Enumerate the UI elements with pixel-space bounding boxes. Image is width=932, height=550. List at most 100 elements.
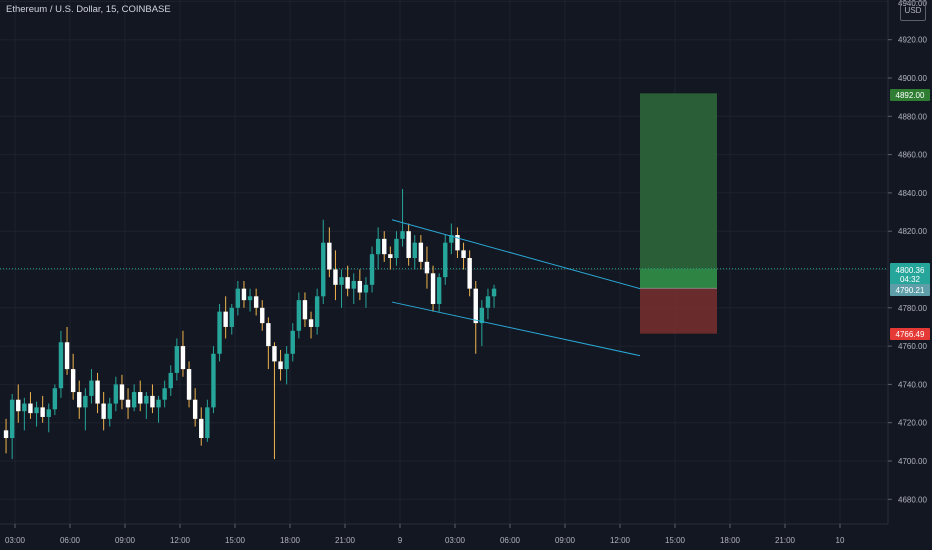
candle [479, 300, 485, 347]
time-tick-label: 06:00 [500, 536, 521, 545]
candle [241, 280, 247, 308]
candle [77, 380, 82, 419]
candle [52, 384, 58, 416]
candle-body [217, 311, 222, 354]
candle [40, 395, 45, 423]
candle-body [345, 277, 350, 289]
channel-upper-line[interactable] [391, 219, 641, 290]
candle-body [333, 269, 338, 285]
candle [125, 388, 131, 419]
candle [357, 269, 363, 301]
time-tick-label: 03:00 [5, 536, 26, 545]
candle [473, 280, 478, 354]
candle [247, 288, 253, 312]
candle [211, 346, 216, 414]
candle [321, 219, 326, 304]
candle-body [58, 342, 64, 389]
stop-price-tag: 4766.49 [890, 328, 930, 340]
target-price-tag: 4892.00 [890, 89, 930, 101]
candlestick-series [3, 189, 497, 460]
candle-body [3, 430, 9, 439]
candle [467, 250, 472, 297]
channel-drawing[interactable] [391, 219, 641, 357]
candle-body [168, 372, 173, 389]
candle-body [406, 231, 411, 259]
channel-lower-line[interactable] [391, 301, 641, 357]
candle [351, 273, 356, 304]
target-zone[interactable] [640, 93, 717, 289]
current-price-label: 4800.36 [896, 266, 925, 275]
candle-body [22, 403, 27, 412]
candle-body [321, 242, 326, 297]
candle [229, 303, 234, 335]
candle [406, 223, 411, 266]
candle [449, 223, 454, 255]
time-tick-label: 09:00 [555, 536, 576, 545]
candle-body [186, 369, 192, 400]
candle-body [144, 395, 149, 404]
candle-body [162, 388, 167, 400]
candle-body [290, 330, 295, 354]
candle-body [485, 296, 491, 308]
candle-body [467, 258, 472, 289]
candle-body [382, 238, 387, 255]
current-price-tag: 4800.36 04:32 [890, 263, 930, 285]
candle [339, 269, 344, 308]
candle [461, 242, 466, 270]
candle [436, 273, 442, 312]
candle [70, 353, 76, 400]
candle-body [400, 231, 405, 239]
candle-body [229, 307, 234, 327]
symbol-title[interactable]: Ethereum / U.S. Dollar, 15, COINBASE [6, 4, 171, 15]
price-tick-label: 4820.00 [898, 227, 927, 236]
candle [314, 288, 320, 335]
candle-body [150, 395, 155, 408]
candle [345, 265, 350, 297]
candle-body [16, 399, 21, 412]
currency-selector[interactable]: USD [900, 1, 926, 21]
candle-body [443, 242, 448, 278]
candle-body [430, 273, 436, 304]
price-axis[interactable]: 4940.00 4920.00 4900.00 4880.00 4860.00 4840… [887, 0, 932, 524]
time-tick-label: 10 [836, 536, 845, 545]
candle [424, 246, 430, 289]
candle [363, 277, 369, 308]
candle-body [235, 288, 241, 308]
stop-zone[interactable] [640, 288, 717, 334]
candle [9, 393, 15, 460]
candle [95, 372, 100, 414]
target-price-label: 4892.00 [896, 91, 925, 100]
candle-body [77, 392, 82, 408]
candle [174, 338, 180, 381]
candle-body [125, 399, 131, 408]
time-tick-label: 15:00 [225, 536, 246, 545]
candle-body [436, 277, 442, 304]
price-tick-label: 4860.00 [898, 151, 927, 160]
candle-body [192, 399, 198, 419]
price-tick-label: 4880.00 [898, 112, 927, 121]
candle-body [211, 353, 216, 408]
candle [296, 292, 302, 339]
candle-body [455, 235, 460, 251]
candle-body [491, 288, 497, 297]
candle [327, 227, 332, 278]
candle [192, 388, 198, 427]
candle-body [394, 238, 399, 259]
price-tick-label: 4840.00 [898, 189, 927, 198]
time-axis[interactable]: 03:00 06:00 09:00 12:00 15:00 18:00 21:00 9 03:0… [0, 523, 932, 550]
time-tick-label: 12:00 [610, 536, 631, 545]
candle-body [131, 392, 137, 408]
candle [223, 296, 228, 339]
price-tick-label: 4700.00 [898, 457, 927, 466]
candle-body [180, 346, 186, 370]
price-tick-label: 4720.00 [898, 419, 927, 428]
candle-body [9, 399, 15, 439]
candle [455, 227, 460, 259]
candle [162, 380, 167, 408]
time-tick-label: 06:00 [60, 536, 81, 545]
price-tick-partial: 4940.00 [898, 0, 927, 8]
entry-price-tag: 4790.21 [890, 284, 930, 296]
long-position-tool[interactable] [640, 93, 717, 334]
candle-body [95, 380, 100, 404]
